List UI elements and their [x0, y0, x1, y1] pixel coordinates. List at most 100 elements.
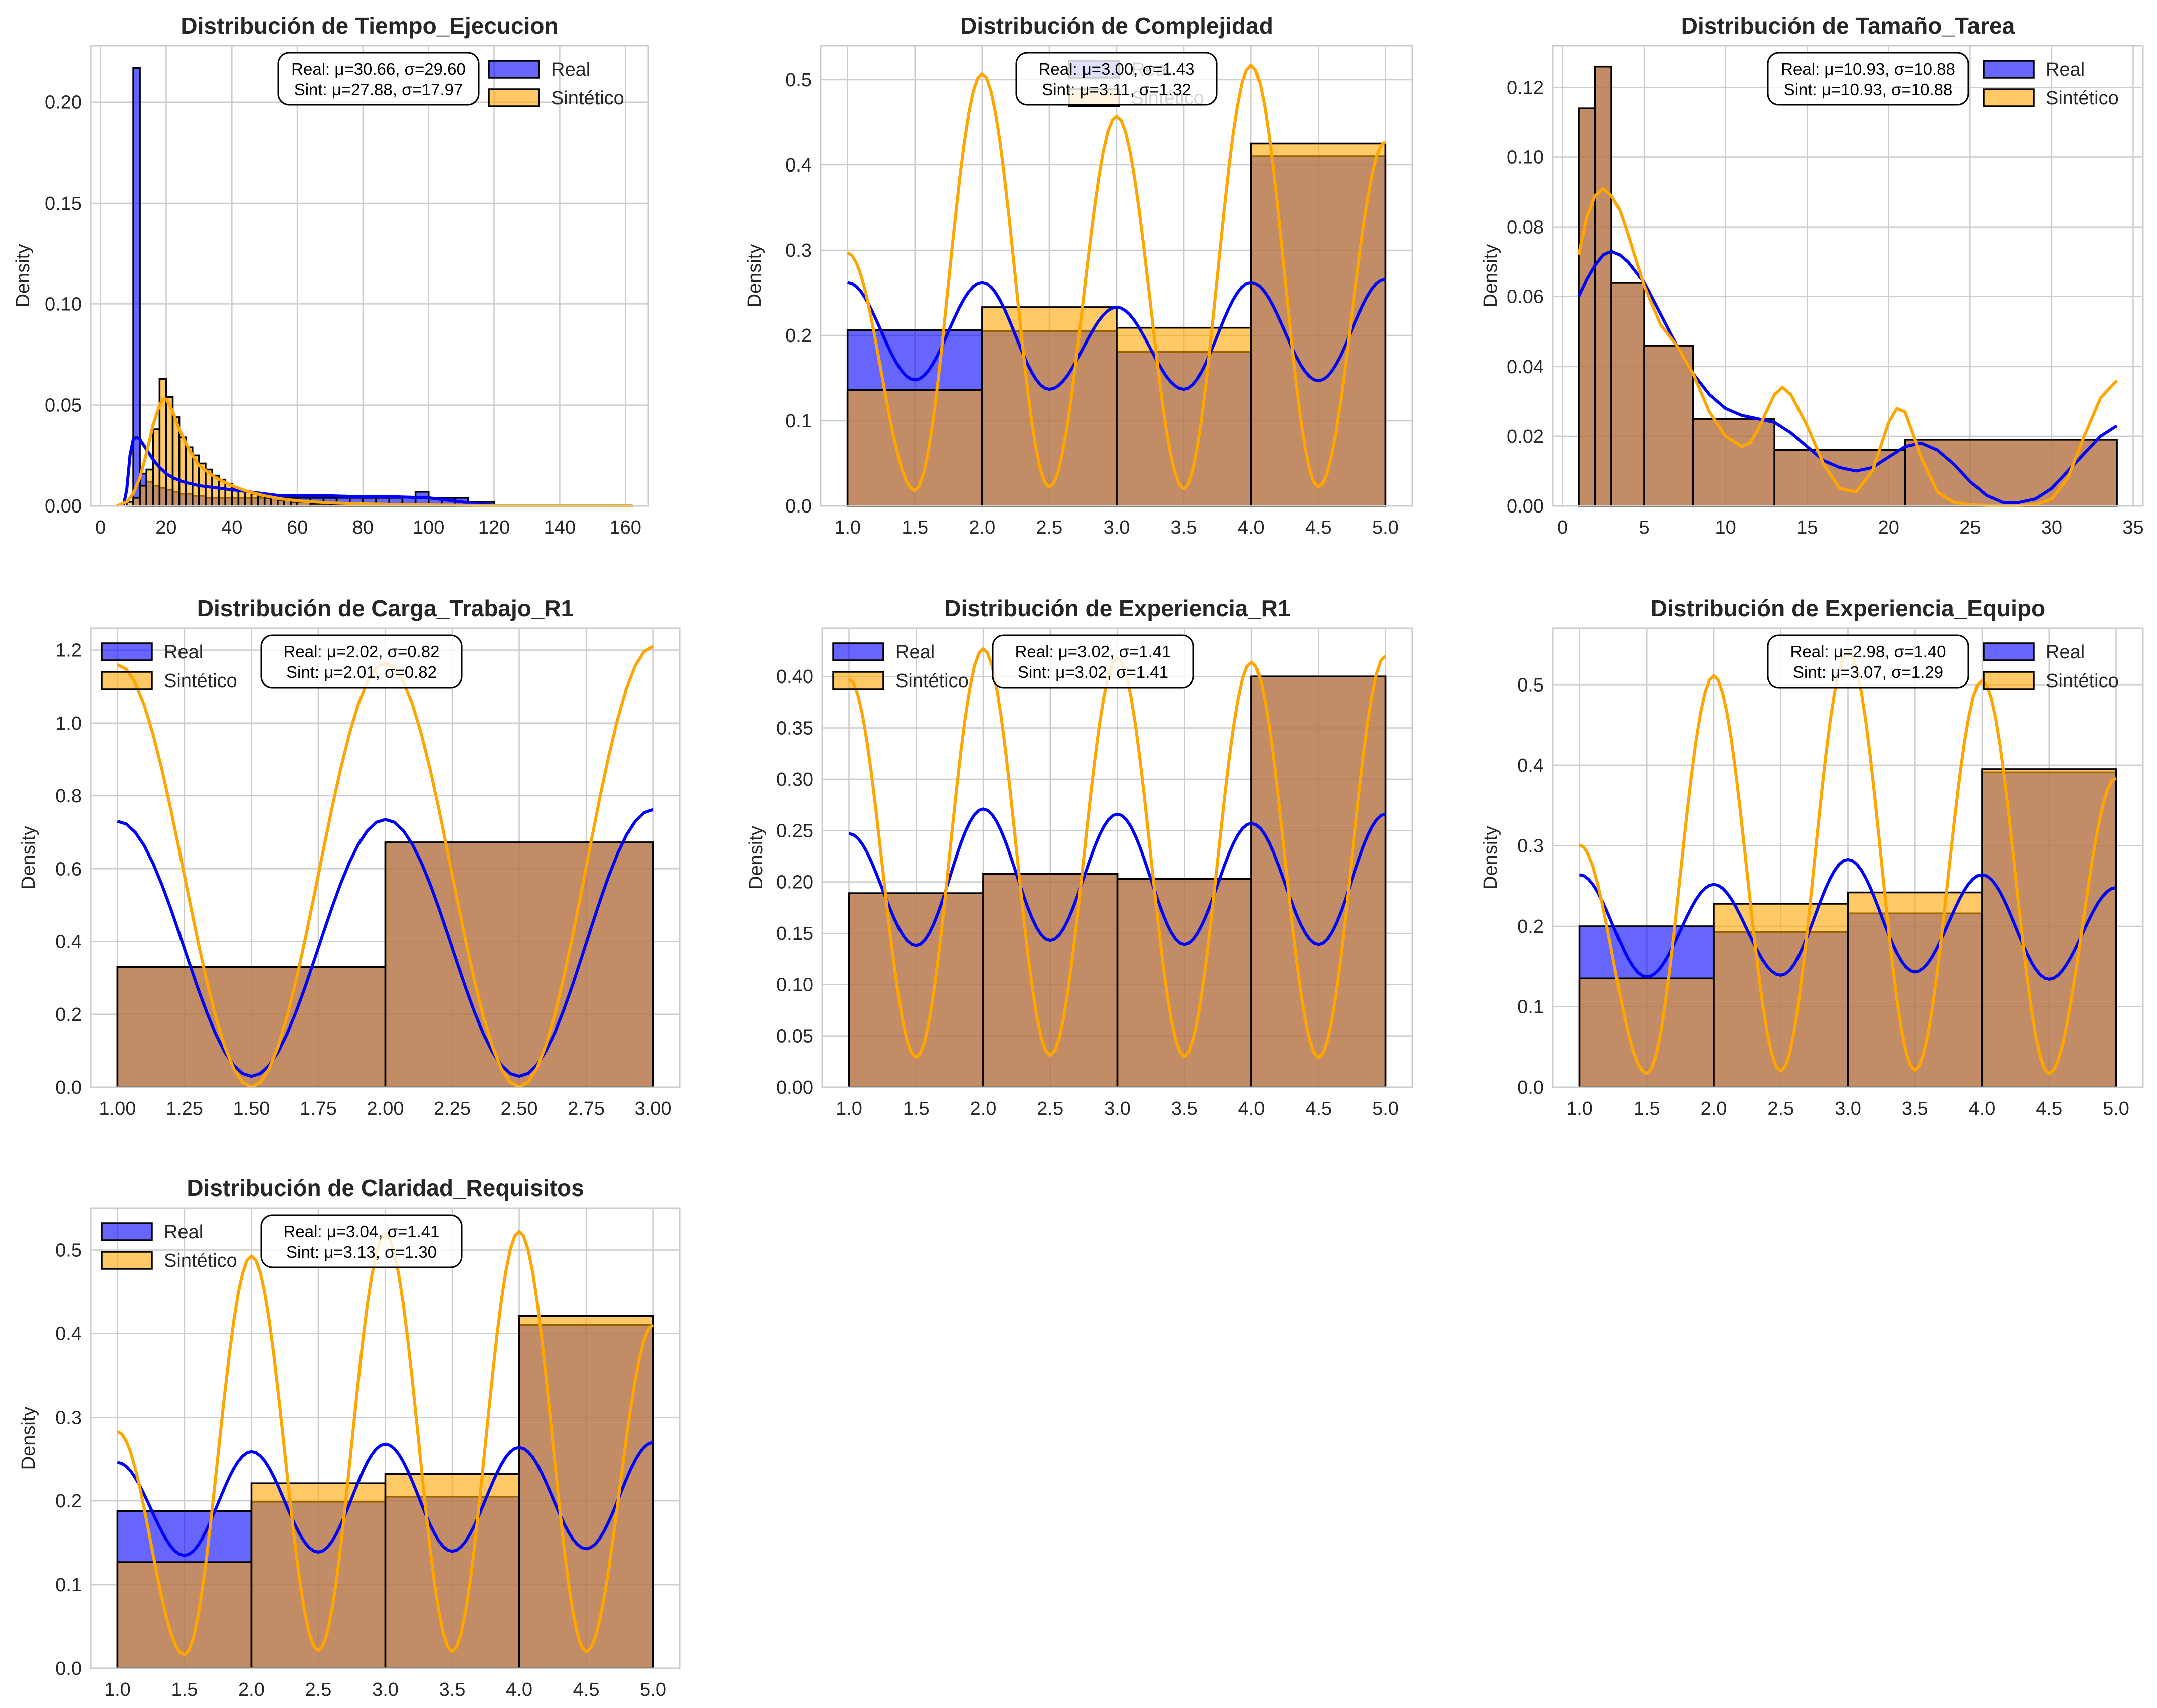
legend-real-label: Real	[164, 1222, 203, 1243]
stats-box-frame	[260, 634, 463, 689]
y-axis-label: Density	[1480, 244, 1501, 308]
x-tick-label: 1.5	[1634, 1098, 1660, 1119]
sintetico-bar	[1594, 65, 1612, 507]
sintetico-bar	[981, 306, 1118, 507]
sintetico-bar	[1250, 142, 1387, 507]
y-tick-label: 0.02	[1507, 426, 1544, 447]
x-tick-label: 2.00	[367, 1098, 404, 1119]
legend-real-swatch	[101, 642, 153, 661]
x-tick-label: 20	[1878, 517, 1899, 538]
x-tick-label: 2.5	[305, 1679, 332, 1700]
real-kde-line	[117, 1441, 654, 1557]
x-tick-label: 25	[1959, 517, 1981, 538]
sintetico-bar	[1713, 903, 1849, 1088]
legend-real-swatch	[832, 642, 884, 661]
sintetico-bar	[384, 1473, 520, 1669]
sintetico-bar	[277, 499, 285, 507]
y-tick-label: 0.35	[776, 718, 813, 739]
x-tick-label: 1.0	[104, 1679, 131, 1700]
legend-real-label: Real	[551, 59, 590, 80]
subplot-1: 0 20 40 60 80 100 120 140 160 0.00 0.05 0.10 0.15 0.2…	[13, 13, 649, 538]
y-tick-label: 0.2	[55, 1491, 82, 1512]
axes-frame	[821, 627, 1413, 1088]
axes-frame	[820, 45, 1413, 507]
stats-box-frame	[1015, 52, 1218, 106]
real-kde-line	[848, 807, 1386, 947]
x-tick-label: 2.50	[501, 1098, 538, 1119]
y-tick-label: 0.8	[55, 786, 82, 807]
sintetico-kde-line	[847, 64, 1387, 492]
legend-real-label: Real	[164, 642, 203, 663]
x-tick-label: 3.0	[1104, 1098, 1131, 1119]
subplot-3: 0 5 10 15 20 25 30 35 0.00 0.02 0.04 0.06 0.08 0.10 0.…	[1480, 13, 2144, 538]
stats-sint: Sint: μ=27.88, σ=17.97	[294, 80, 463, 99]
subplot-6: 1.0 1.5 2.0 2.5 3.0 3.5 4.0 4.5 5.0 0.0 0.1 0.2 0.3 0…	[1480, 595, 2144, 1119]
x-tick-label: 4.5	[1305, 517, 1332, 538]
x-tick-label: 40	[221, 517, 242, 538]
y-tick-label: 0.2	[1517, 916, 1544, 937]
x-tick-label: 3.5	[1171, 517, 1197, 538]
axes-frame	[1552, 45, 2144, 507]
legend-sintetico-swatch	[488, 88, 540, 107]
sintetico-bar	[1847, 891, 1983, 1088]
sintetico-bar	[178, 436, 187, 507]
chart-title: Distribución de Tamaño_Tarea	[1681, 13, 2015, 39]
legend-sintetico-swatch	[101, 1251, 153, 1270]
y-tick-label: 1.0	[55, 713, 82, 734]
x-tick-label: 1.0	[836, 1098, 862, 1119]
legend-real-swatch	[488, 60, 540, 79]
x-tick-label: 4.5	[1305, 1098, 1332, 1119]
stats-sint: Sint: μ=3.13, σ=1.30	[286, 1243, 437, 1261]
stats-sint: Sint: μ=3.02, σ=1.41	[1018, 663, 1168, 681]
legend-sintetico-swatch	[101, 671, 153, 690]
stats-box: Real: μ=10.93, σ=10.88 Sint: μ=10.93, σ=1…	[1767, 52, 1969, 106]
x-tick-label: 3.5	[1171, 1098, 1198, 1119]
y-tick-label: 0.15	[45, 193, 82, 214]
y-tick-label: 0.06	[1507, 287, 1544, 308]
stats-box-frame	[1767, 634, 1969, 689]
legend-real-swatch	[1983, 642, 2035, 661]
sintetico-bar	[165, 396, 174, 507]
sintetico-bar	[1610, 282, 1645, 507]
sintetico-bar	[116, 966, 387, 1088]
subplot-4: 1.00 1.25 1.50 1.75 2.00 2.25 2.50 2.75 3.00 0.0 0…	[18, 595, 681, 1119]
x-tick-label: 3.00	[635, 1098, 672, 1119]
y-tick-label: 0.5	[55, 1240, 82, 1261]
stats-real: Real: μ=10.93, σ=10.88	[1781, 60, 1955, 78]
sintetico-bar	[1643, 345, 1694, 507]
legend: Real Sintético	[832, 642, 969, 692]
sintetico-bar	[1116, 878, 1252, 1088]
y-axis-label: Density	[18, 1407, 39, 1470]
axes-frame	[90, 627, 681, 1088]
sintetico-bar	[1578, 107, 1596, 507]
sintetico-bar	[139, 484, 147, 507]
y-axis-label: Density	[1480, 826, 1501, 890]
x-tick-label: 3.0	[1835, 1098, 1861, 1119]
stats-box: Real: μ=3.02, σ=1.41 Sint: μ=3.02, σ=1.41	[992, 634, 1194, 689]
y-axis-label: Density	[13, 244, 34, 308]
x-tick-label: 10	[1715, 517, 1736, 538]
stats-box-frame	[1767, 52, 1969, 106]
y-tick-label: 0.05	[776, 1026, 813, 1047]
legend-sintetico-label: Sintético	[2046, 88, 2119, 109]
x-tick-label: 2.0	[238, 1679, 265, 1700]
sintetico-bar	[982, 873, 1119, 1088]
stats-real: Real: μ=30.66, σ=29.60	[291, 60, 466, 78]
y-tick-label: 0.08	[1507, 217, 1544, 238]
legend-real-swatch	[1983, 60, 2035, 79]
x-tick-label: 2.5	[1037, 1098, 1063, 1119]
x-tick-label: 2.0	[970, 1098, 997, 1119]
y-tick-label: 0.4	[1517, 755, 1544, 776]
y-tick-label: 0.1	[1517, 996, 1544, 1017]
x-tick-label: 35	[2122, 517, 2143, 538]
y-tick-label: 0.5	[785, 70, 812, 91]
x-tick-label: 4.0	[1238, 1098, 1265, 1119]
axes-frame	[90, 45, 649, 507]
legend-sintetico-label: Sintético	[551, 88, 624, 109]
y-axis-label: Density	[744, 244, 765, 308]
x-tick-label: 120	[478, 517, 510, 538]
legend-sintetico-label: Sintético	[2046, 670, 2119, 692]
x-tick-label: 60	[287, 517, 308, 538]
x-tick-label: 0	[1557, 517, 1568, 538]
x-tick-label: 2.0	[1701, 1098, 1727, 1119]
